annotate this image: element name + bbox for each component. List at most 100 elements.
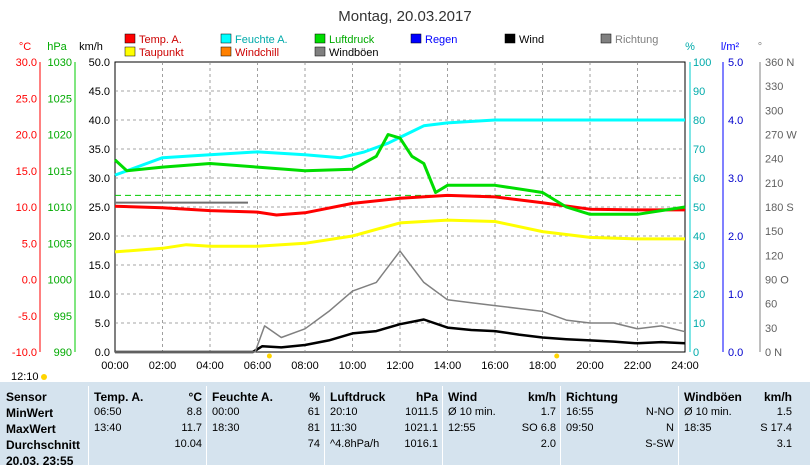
cell-value: 11.7 <box>181 422 202 434</box>
cell-value: 1016.1 <box>404 438 438 450</box>
legend-swatch <box>314 33 326 44</box>
series-line <box>114 118 685 177</box>
column-unit: hPa <box>415 390 438 404</box>
axis-tick-label: 15.0 <box>89 260 110 272</box>
legend-swatch <box>314 46 326 57</box>
axis-tick-label: 330 <box>765 81 783 93</box>
legend-swatch <box>220 46 232 57</box>
legend-label: Luftdruck <box>329 34 375 46</box>
cell-value: N <box>666 422 674 434</box>
legend-label: Wind <box>519 34 544 46</box>
axis-tick-label: 0 <box>693 347 699 359</box>
axis-tick-label: 990 <box>54 347 72 359</box>
cell-note: Ø 10 min. <box>684 406 732 418</box>
cell-note: 13:40 <box>94 422 122 434</box>
series-line <box>115 250 686 353</box>
column-separator <box>442 386 443 465</box>
cell-value: 2.0 <box>540 438 556 450</box>
axis-tick-label: 240 <box>765 154 783 166</box>
axis-unit-label: l/m² <box>721 41 740 53</box>
x-tick-label: 24:00 <box>671 360 699 372</box>
axis-tick-label: 30 <box>693 260 705 272</box>
axis-tick-label: 70 <box>693 144 705 156</box>
axis-tick-label: 5.0 <box>728 57 743 69</box>
x-tick-label: 10:00 <box>339 360 367 372</box>
axis-tick-label: 90 <box>693 86 705 98</box>
axis-tick-label: 0.0 <box>728 347 743 359</box>
axis-tick-label: 1015 <box>48 166 72 178</box>
cell-note: 00:00 <box>212 406 240 418</box>
axis-tick-label: 120 <box>765 250 783 262</box>
axis-tick-label: 4.0 <box>728 115 743 127</box>
cell-note: 20:10 <box>330 406 358 418</box>
x-tick-label: 06:00 <box>244 360 272 372</box>
legend-swatch <box>124 46 136 57</box>
axis-tick-label: 1005 <box>48 238 72 250</box>
axis-tick-label: 25.0 <box>16 93 37 105</box>
axis-tick-label: 1025 <box>48 93 72 105</box>
sunset-marker <box>554 353 560 359</box>
cell-value: 74 <box>307 438 320 450</box>
stats-column: Luftdruck hPa 20:10 1011.5 11:30 1021.1 ^4.8hP… <box>330 382 438 465</box>
axis-tick-label: 1030 <box>48 57 72 69</box>
column-separator <box>560 386 561 465</box>
series-line <box>115 318 686 354</box>
axis-tick-label: 0.0 <box>22 275 37 287</box>
axis-tick-label: 50.0 <box>89 57 110 69</box>
axis-tick-label: 20.0 <box>89 231 110 243</box>
axis-tick-label: -5.0 <box>18 311 37 323</box>
axis-tick-label: 2.0 <box>728 231 743 243</box>
legend-swatch <box>600 33 612 44</box>
x-tick-label: 16:00 <box>481 360 509 372</box>
cell-value: 1021.1 <box>404 422 438 434</box>
cell-value: 1.7 <box>540 406 556 418</box>
cell-note: 11:30 <box>330 422 357 434</box>
cell-value: S 17.4 <box>760 422 792 434</box>
cell-value: 1.5 <box>776 406 792 418</box>
row-label: Sensor <box>6 390 47 404</box>
row-label: Durchschnitt <box>6 438 81 452</box>
legend-swatch <box>124 33 136 44</box>
legend-label: Richtung <box>615 34 658 46</box>
axis-tick-label: 15.0 <box>16 166 37 178</box>
column-header: Feuchte A. <box>212 390 273 404</box>
cell-value: 10.04 <box>174 438 202 450</box>
axis-tick-label: 210 <box>765 178 783 190</box>
axis-tick-label: 1000 <box>48 275 72 287</box>
axis-unit-label: °C <box>19 41 31 53</box>
row-labels-column: Sensor MinWert MaxWert Durchschnitt 20.0… <box>6 382 92 465</box>
column-separator <box>678 386 679 465</box>
legend-label: Windböen <box>329 47 379 59</box>
axis-tick-label: 5.0 <box>22 238 37 250</box>
axis-tick-label: 30.0 <box>16 57 37 69</box>
axis-unit-label: % <box>685 41 695 53</box>
axis-tick-label: 1.0 <box>728 289 743 301</box>
axis-unit-label: ° <box>758 41 762 53</box>
axis-tick-label: 1020 <box>48 130 72 142</box>
axis-unit-label: km/h <box>79 41 103 53</box>
cell-value: S-SW <box>645 438 674 450</box>
legend-label: Windchill <box>235 47 279 59</box>
cell-value: N-NO <box>645 406 674 418</box>
axis-tick-label: 40.0 <box>89 115 110 127</box>
x-tick-label: 18:00 <box>529 360 557 372</box>
axis-tick-label: 100 <box>693 57 711 69</box>
x-tick-label: 02:00 <box>149 360 177 372</box>
legend-label: Regen <box>425 34 457 46</box>
column-header: Temp. A. <box>94 390 144 404</box>
column-header: Windböen <box>684 390 742 404</box>
x-tick-label: 08:00 <box>291 360 319 372</box>
column-separator <box>88 386 89 465</box>
row-label: MinWert <box>6 406 54 420</box>
legend-label: Feuchte A. <box>235 34 288 46</box>
column-header: Luftdruck <box>330 390 386 404</box>
x-tick-label: 00:00 <box>101 360 129 372</box>
axis-tick-label: 5.0 <box>95 318 110 330</box>
series-line <box>113 133 686 216</box>
column-header: Wind <box>448 390 478 404</box>
axis-tick-label: 80 <box>693 115 705 127</box>
row-label: MaxWert <box>6 422 56 436</box>
